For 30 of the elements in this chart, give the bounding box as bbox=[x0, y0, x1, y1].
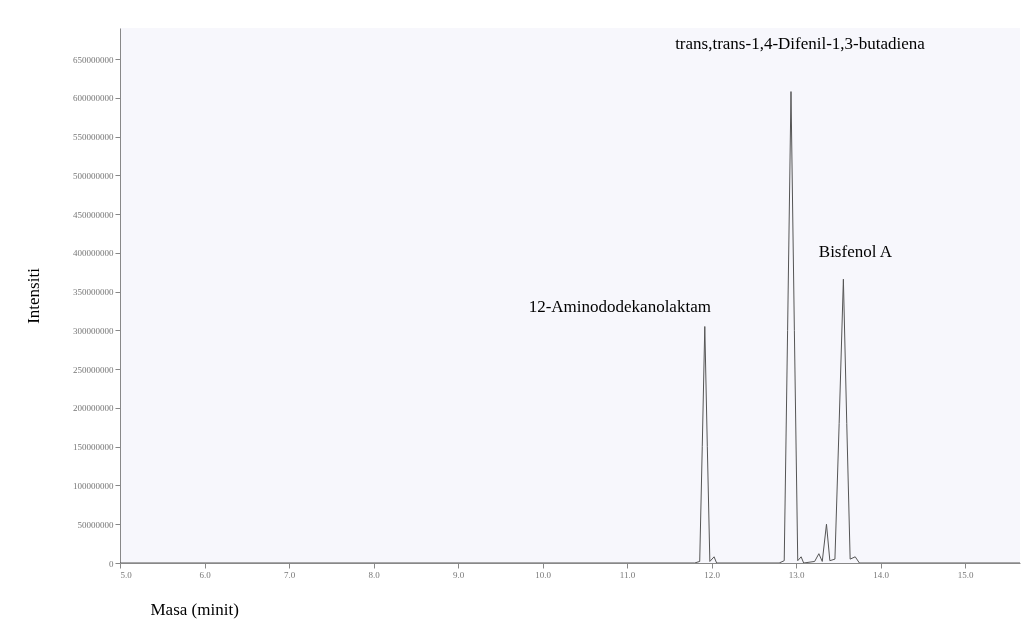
y-tick-label: 600000000 bbox=[73, 93, 114, 104]
y-tick-label: 250000000 bbox=[73, 364, 114, 375]
x-tick-label: 10.0 bbox=[535, 569, 552, 580]
y-tick-label: 0 bbox=[109, 558, 114, 569]
x-tick-label: 7.0 bbox=[283, 569, 296, 580]
y-tick-label: 100000000 bbox=[73, 480, 114, 491]
x-tick-label: 11.0 bbox=[619, 569, 636, 580]
y-tick-label: 300000000 bbox=[73, 325, 114, 336]
y-tick-label: 450000000 bbox=[73, 209, 114, 220]
y-tick-label: 500000000 bbox=[73, 170, 114, 181]
y-tick-label: 50000000 bbox=[77, 519, 114, 530]
annotation: trans,trans-1,4-Difenil-1,3-butadiena bbox=[675, 33, 926, 53]
x-tick-label: 6.0 bbox=[199, 569, 212, 580]
x-tick-label: 12.0 bbox=[704, 569, 721, 580]
x-tick-label: 13.0 bbox=[788, 569, 805, 580]
y-tick-label: 650000000 bbox=[73, 54, 114, 65]
y-axis-title: Intensiti bbox=[24, 267, 43, 324]
y-tick-label: 350000000 bbox=[73, 287, 114, 298]
x-tick-label: 9.0 bbox=[452, 569, 465, 580]
x-tick-label: 15.0 bbox=[957, 569, 974, 580]
x-tick-label: 5.0 bbox=[120, 569, 133, 580]
x-axis-title: Masa (minit) bbox=[150, 599, 239, 619]
x-tick-label: 8.0 bbox=[368, 569, 381, 580]
annotation: Bisfenol A bbox=[818, 242, 893, 262]
y-tick-label: 150000000 bbox=[73, 442, 114, 453]
annotation: 12-Aminododekanolaktam bbox=[528, 296, 711, 316]
y-tick-label: 400000000 bbox=[73, 248, 114, 259]
y-tick-label: 550000000 bbox=[73, 132, 114, 143]
x-tick-label: 14.0 bbox=[873, 569, 890, 580]
y-tick-label: 200000000 bbox=[73, 403, 114, 414]
